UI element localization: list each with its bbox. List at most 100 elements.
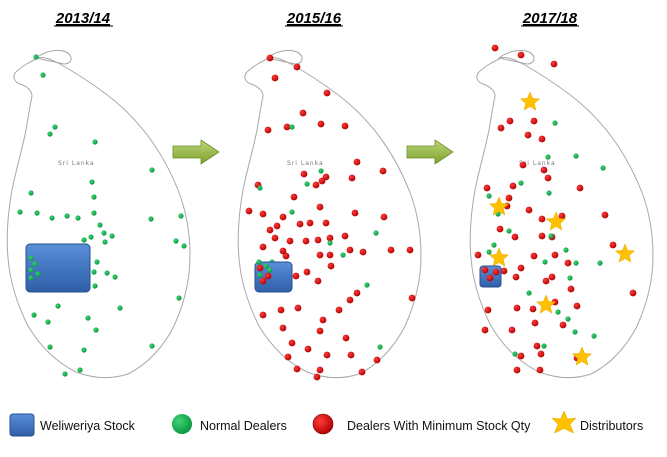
minimum-stock-dealer-marker — [279, 324, 287, 332]
normal-dealer-marker — [597, 260, 603, 266]
minimum-stock-dealer-marker — [264, 126, 272, 134]
minimum-stock-dealer-marker — [290, 193, 298, 201]
normal-dealer-marker — [491, 242, 497, 248]
minimum-stock-dealer-marker — [293, 63, 301, 71]
minimum-stock-dealer-marker — [536, 366, 544, 374]
normal-dealer-marker — [176, 295, 182, 301]
minimum-stock-dealer-marker — [300, 170, 308, 178]
minimum-stock-dealer-marker — [266, 226, 274, 234]
right-arrow-icon — [172, 139, 220, 165]
normal-dealer-marker — [109, 233, 115, 239]
distributor-marker — [488, 196, 510, 216]
normal-dealer-marker — [173, 238, 179, 244]
minimum-stock-dealer-marker — [313, 373, 321, 381]
legend-label-normal-dealers: Normal Dealers — [200, 419, 287, 433]
normal-dealer-marker — [591, 333, 597, 339]
normal-dealer-marker — [77, 367, 83, 373]
normal-dealer-marker — [148, 216, 154, 222]
normal-dealer-marker — [567, 275, 573, 281]
normal-dealer-marker — [89, 179, 95, 185]
normal-dealer-marker — [364, 282, 370, 288]
minimum-stock-dealer-marker — [322, 219, 330, 227]
normal-dealer-marker — [289, 209, 295, 215]
minimum-stock-dealer-marker — [279, 213, 287, 221]
minimum-stock-dealer-marker — [505, 194, 513, 202]
normal-dealer-marker — [512, 351, 518, 357]
normal-dealer-marker — [340, 252, 346, 258]
minimum-stock-dealer-marker — [303, 268, 311, 276]
minimum-stock-dealer-marker — [282, 252, 290, 260]
normal-dealer-marker — [256, 259, 262, 265]
minimum-stock-dealer-marker — [348, 174, 356, 182]
dealers-2015-16 — [245, 54, 416, 381]
island-label: Sri Lanka — [287, 160, 324, 167]
map-panel-2017-18: Sri Lanka — [469, 44, 654, 379]
minimum-stock-dealer-marker — [335, 306, 343, 314]
normal-dealer-marker — [31, 312, 37, 318]
minimum-stock-dealer-marker — [292, 272, 300, 280]
normal-dealer-marker — [257, 185, 263, 191]
normal-dealer-marker — [565, 316, 571, 322]
minimum-stock-dealer-marker — [500, 267, 508, 275]
normal-dealer-marker — [518, 180, 524, 186]
minimum-stock-dealer-marker — [346, 246, 354, 254]
minimum-stock-dealer-marker — [353, 158, 361, 166]
green-circle-icon — [172, 414, 192, 434]
map-panel-2013-14: Sri Lanka — [6, 49, 191, 379]
normal-dealer-marker — [91, 210, 97, 216]
normal-dealer-marker — [101, 230, 107, 236]
minimum-stock-dealer-marker — [506, 117, 514, 125]
minimum-stock-dealer-marker — [304, 345, 312, 353]
minimum-stock-dealer-marker — [283, 123, 291, 131]
minimum-stock-dealer-marker — [408, 294, 416, 302]
minimum-stock-dealer-marker — [326, 251, 334, 259]
distributor-marker — [545, 211, 567, 231]
map-panel-2015-16: Sri Lanka — [237, 49, 422, 381]
normal-dealer-marker — [49, 215, 55, 221]
minimum-stock-dealer-marker — [306, 219, 314, 227]
minimum-stock-dealer-marker — [609, 241, 617, 249]
minimum-stock-dealer-marker — [316, 327, 324, 335]
distributor-marker — [571, 346, 593, 366]
normal-dealer-marker — [85, 315, 91, 321]
minimum-stock-dealer-marker — [538, 215, 546, 223]
normal-dealer-marker — [93, 327, 99, 333]
minimum-stock-dealer-marker — [629, 289, 637, 297]
minimum-stock-dealer-marker — [512, 273, 520, 281]
right-arrow-icon — [406, 139, 454, 165]
normal-dealer-marker — [45, 319, 51, 325]
minimum-stock-dealer-marker — [259, 277, 267, 285]
blue-rounded-square-icon — [9, 413, 35, 437]
distributor-marker — [488, 247, 510, 267]
minimum-stock-dealer-marker — [601, 211, 609, 219]
normal-dealer-marker — [62, 371, 68, 377]
minimum-stock-dealer-marker — [530, 252, 538, 260]
minimum-stock-dealer-marker — [380, 213, 388, 221]
minimum-stock-dealer-marker — [341, 232, 349, 240]
normal-dealer-marker — [563, 247, 569, 253]
normal-dealer-marker — [327, 240, 333, 246]
normal-dealer-marker — [40, 72, 46, 78]
minimum-stock-dealer-marker — [316, 251, 324, 259]
legend-label-stock: Weliweriya Stock — [40, 419, 136, 433]
minimum-stock-dealer-marker — [318, 177, 326, 185]
minimum-stock-dealer-marker — [538, 232, 546, 240]
normal-dealer-marker — [92, 283, 98, 289]
minimum-stock-dealer-marker — [544, 174, 552, 182]
normal-dealer-marker — [117, 305, 123, 311]
normal-dealer-marker — [55, 303, 61, 309]
minimum-stock-dealer-marker — [564, 259, 572, 267]
minimum-stock-dealer-marker — [326, 234, 334, 242]
normal-dealer-marker — [34, 210, 40, 216]
minimum-stock-dealer-marker — [513, 304, 521, 312]
distributor-marker — [614, 243, 636, 263]
minimum-stock-dealer-marker — [531, 319, 539, 327]
minimum-stock-dealer-marker — [525, 206, 533, 214]
minimum-stock-dealer-marker — [508, 326, 516, 334]
minimum-stock-dealer-marker — [542, 277, 550, 285]
minimum-stock-dealer-marker — [279, 247, 287, 255]
normal-dealer-marker — [28, 190, 34, 196]
minimum-stock-dealer-marker — [533, 342, 541, 350]
minimum-stock-dealer-marker — [294, 304, 302, 312]
